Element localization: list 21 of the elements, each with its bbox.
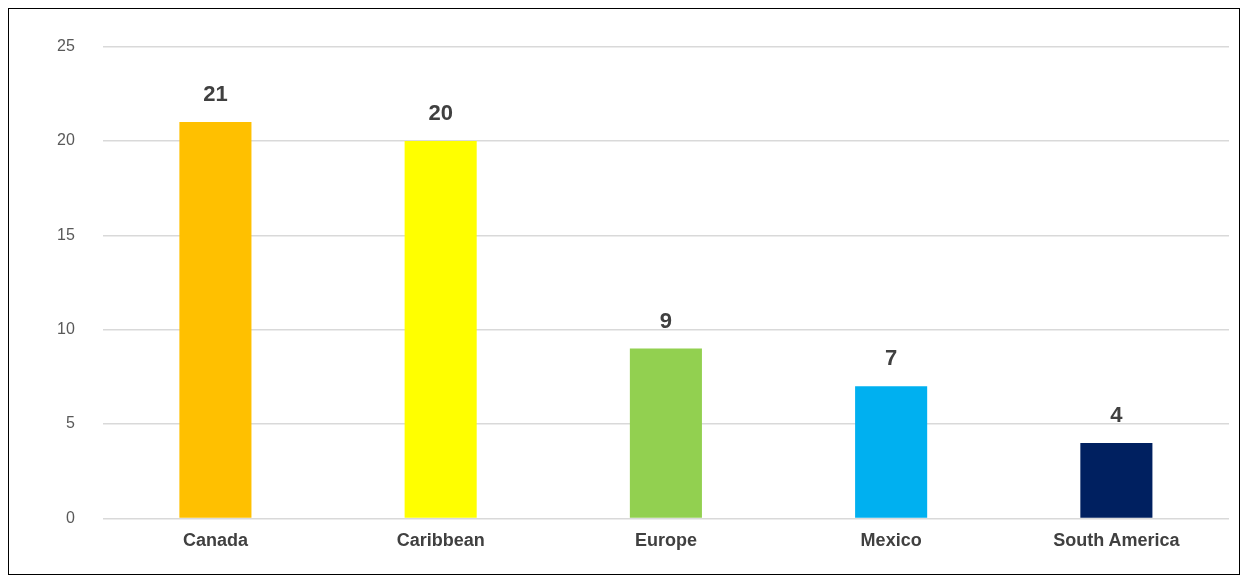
bar [629,348,702,518]
y-tick-label: 20 [57,131,75,149]
y-tick-label: 10 [57,320,75,338]
data-label: 9 [659,307,673,333]
data-label: 21 [203,81,228,107]
bar [179,122,252,518]
x-tick-label: Europe [634,530,697,551]
y-tick-label: 15 [57,225,75,243]
x-tick-label: Mexico [860,530,922,551]
bar [404,140,477,518]
y-tick-label: 0 [65,508,75,526]
x-tick-label: Canada [182,530,249,551]
x-tick-label: Caribbean [396,530,485,551]
data-label: 4 [1110,401,1124,427]
y-tick-label: 25 [57,37,75,55]
data-label: 7 [885,345,898,371]
bar [855,386,928,518]
data-label: 20 [428,100,453,126]
x-tick-label: South America [1053,530,1181,551]
y-tick-label: 5 [65,414,75,432]
bar [1080,442,1153,518]
